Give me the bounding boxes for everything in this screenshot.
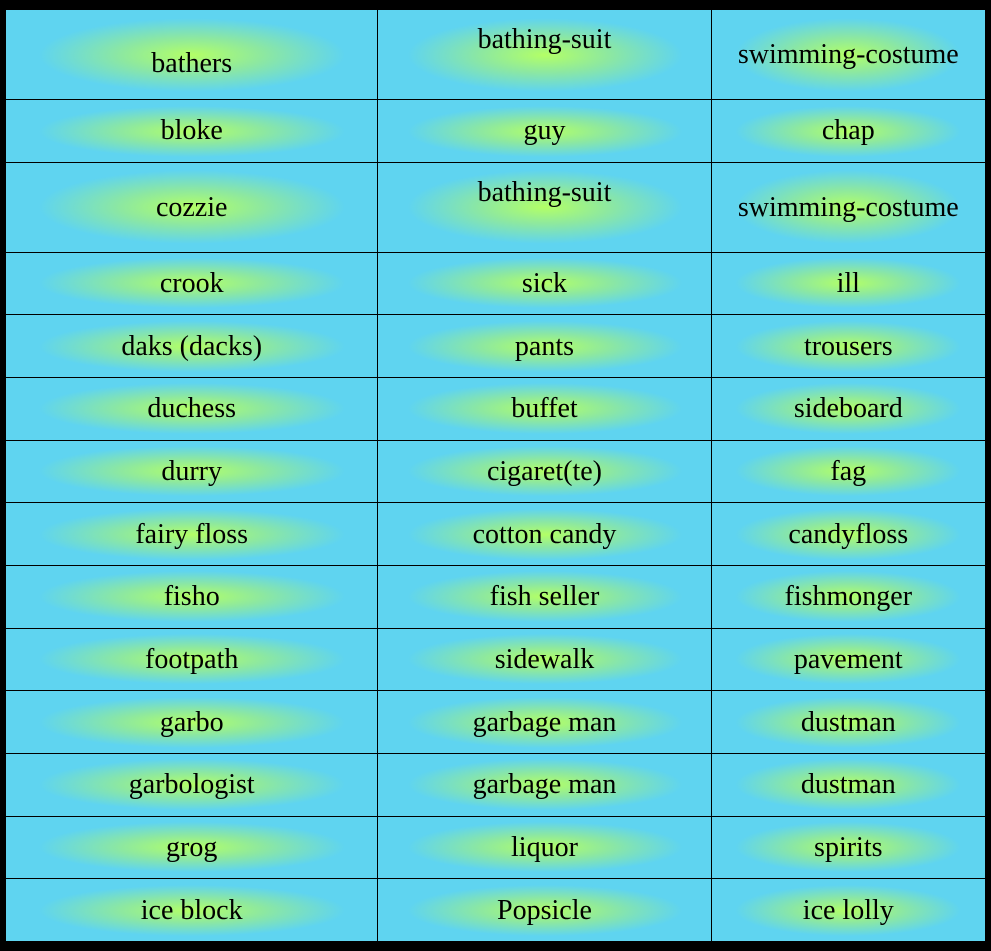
table-row: garbologistgarbage mandustman — [6, 753, 986, 816]
table-wrap: bathersbathing-suitswimming-costumebloke… — [0, 0, 991, 951]
table-row: footpathsidewalkpavement — [6, 628, 986, 691]
table-cell: bathing-suit — [378, 162, 711, 252]
table-cell: daks (dacks) — [6, 315, 378, 378]
table-cell: cotton candy — [378, 503, 711, 566]
table-row: duchessbuffetsideboard — [6, 377, 986, 440]
table-cell: garbage man — [378, 691, 711, 754]
table-row: garbogarbage mandustman — [6, 691, 986, 754]
table-cell: fag — [711, 440, 985, 503]
table-cell: candyfloss — [711, 503, 985, 566]
table-cell: buffet — [378, 377, 711, 440]
table-cell: dustman — [711, 753, 985, 816]
table-cell: footpath — [6, 628, 378, 691]
table-cell: trousers — [711, 315, 985, 378]
table-cell: garbologist — [6, 753, 378, 816]
table-cell: ill — [711, 252, 985, 315]
table-cell: chap — [711, 100, 985, 163]
table-cell: swimming-costume — [711, 10, 985, 100]
table-row: cozziebathing-suitswimming-costume — [6, 162, 986, 252]
table-cell: bathers — [6, 10, 378, 100]
table-cell: fisho — [6, 565, 378, 628]
table-cell: grog — [6, 816, 378, 879]
table-cell: duchess — [6, 377, 378, 440]
table-row: ice blockPopsicleice lolly — [6, 879, 986, 942]
table-cell: crook — [6, 252, 378, 315]
table-body: bathersbathing-suitswimming-costumebloke… — [6, 10, 986, 942]
table-row: fairy flosscotton candycandyfloss — [6, 503, 986, 566]
table-cell: sidewalk — [378, 628, 711, 691]
table-cell: cozzie — [6, 162, 378, 252]
table-cell: cigaret(te) — [378, 440, 711, 503]
table-row: bathersbathing-suitswimming-costume — [6, 10, 986, 100]
table-cell: guy — [378, 100, 711, 163]
table-cell: liquor — [378, 816, 711, 879]
table-cell: bloke — [6, 100, 378, 163]
table-cell: ice lolly — [711, 879, 985, 942]
table-cell: fishmonger — [711, 565, 985, 628]
table-cell: spirits — [711, 816, 985, 879]
table-cell: fairy floss — [6, 503, 378, 566]
table-cell: garbo — [6, 691, 378, 754]
table-cell: sideboard — [711, 377, 985, 440]
table-row: crooksickill — [6, 252, 986, 315]
table-row: durrycigaret(te)fag — [6, 440, 986, 503]
table-cell: durry — [6, 440, 378, 503]
table-cell: swimming-costume — [711, 162, 985, 252]
table-row: blokeguychap — [6, 100, 986, 163]
table-cell: fish seller — [378, 565, 711, 628]
table-row: fishofish sellerfishmonger — [6, 565, 986, 628]
table-cell: Popsicle — [378, 879, 711, 942]
table-cell: ice block — [6, 879, 378, 942]
table-cell: bathing-suit — [378, 10, 711, 100]
table-cell: pants — [378, 315, 711, 378]
table-cell: sick — [378, 252, 711, 315]
table-cell: pavement — [711, 628, 985, 691]
table-cell: garbage man — [378, 753, 711, 816]
vocab-table: bathersbathing-suitswimming-costumebloke… — [5, 9, 986, 942]
table-row: grogliquorspirits — [6, 816, 986, 879]
table-cell: dustman — [711, 691, 985, 754]
table-row: daks (dacks)pantstrousers — [6, 315, 986, 378]
